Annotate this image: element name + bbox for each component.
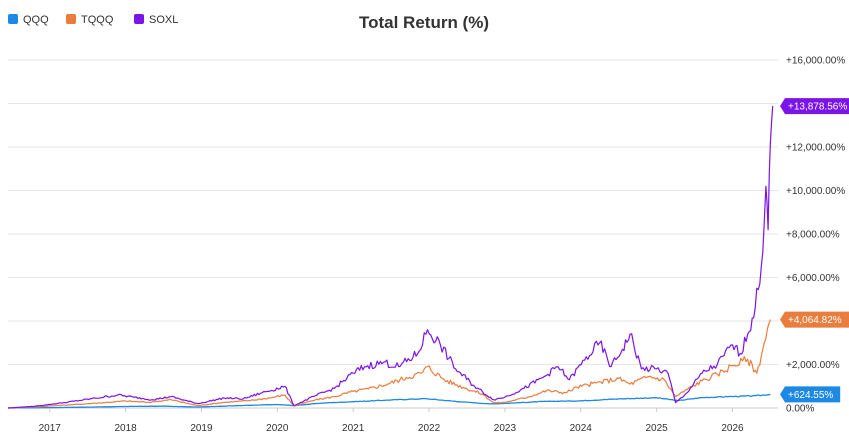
legend: QQQ TQQQ SOXL	[8, 14, 178, 26]
x-tick-label: 2019	[190, 423, 213, 434]
y-tick-label: 0.00%	[786, 404, 814, 415]
legend-item-qqq[interactable]: QQQ	[8, 14, 49, 26]
series-line-qqq	[8, 393, 771, 409]
x-tick-label: 2020	[266, 423, 289, 434]
y-tick-label: +16,000.00%	[786, 56, 845, 67]
y-tick-label: +10,000.00%	[786, 186, 845, 197]
x-tick-label: 2026	[721, 423, 744, 434]
y-tick-label: +2,000.00%	[786, 360, 840, 371]
chart-title: Total Return (%)	[359, 13, 489, 32]
end-labels: +624.55% +4,064.82% +13,878.56%	[780, 98, 849, 403]
x-tick-label: 2023	[494, 423, 517, 434]
legend-item-tqqq[interactable]: TQQQ	[66, 14, 114, 26]
x-axis-ticks: 2017 2018 2019 2020 2021 2022 2023 2024 2025 2026	[39, 408, 744, 434]
x-tick-label: 2025	[645, 423, 668, 434]
series-line-soxl	[7, 106, 774, 409]
x-tick-label: 2021	[342, 423, 365, 434]
grid-lines	[8, 59, 778, 409]
svg-text:+624.55%: +624.55%	[788, 390, 833, 401]
end-label-tqqq: +4,064.82%	[780, 311, 849, 328]
x-tick-label: 2022	[418, 423, 441, 434]
svg-text:+13,878.56%: +13,878.56%	[788, 102, 847, 113]
y-tick-label: +6,000.00%	[786, 273, 840, 284]
legend-swatch	[66, 14, 76, 24]
legend-label: SOXL	[149, 14, 178, 26]
series-lines	[7, 106, 774, 409]
series-line-tqqq	[7, 319, 771, 409]
end-label-qqq: +624.55%	[780, 386, 841, 403]
y-tick-label: +8,000.00%	[786, 230, 840, 241]
legend-item-soxl[interactable]: SOXL	[134, 14, 178, 26]
legend-swatch	[8, 14, 18, 24]
x-tick-label: 2018	[114, 423, 137, 434]
end-label-soxl: +13,878.56%	[780, 98, 849, 115]
y-tick-label: +12,000.00%	[786, 143, 845, 154]
x-tick-label: 2017	[39, 423, 62, 434]
legend-label: TQQQ	[81, 14, 114, 26]
legend-label: QQQ	[23, 14, 49, 26]
x-tick-label: 2024	[570, 423, 593, 434]
legend-swatch	[134, 14, 144, 24]
svg-text:+4,064.82%: +4,064.82%	[788, 315, 842, 326]
